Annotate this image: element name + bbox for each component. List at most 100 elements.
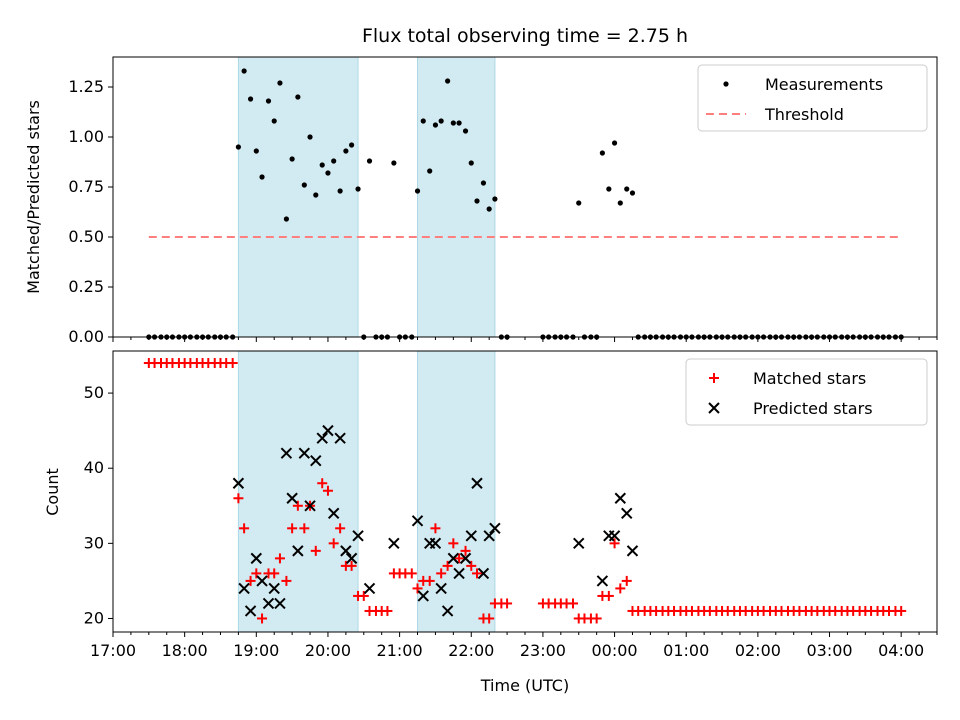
data-point: [629, 190, 636, 196]
x-tick-label: 23:00: [520, 641, 566, 660]
data-point: [250, 552, 263, 565]
data-point: [271, 118, 277, 124]
data-point: [346, 560, 357, 571]
x-tick-label: 00:00: [592, 641, 638, 660]
data-point: [319, 162, 325, 168]
y-tick-label: 0.75: [68, 177, 104, 196]
data-point: [442, 560, 453, 571]
data-point: [245, 575, 256, 586]
y-tick-label: 50: [84, 383, 104, 402]
data-point: [477, 567, 490, 580]
shaded-interval-1: [417, 350, 496, 633]
legend-marker: [709, 373, 719, 383]
data-point: [283, 216, 289, 222]
data-point: [310, 545, 321, 556]
bottom-panel-counts: 20 30 40 50 17:00 18:00 19:00 20:00 21:00 22:00 23…: [84, 350, 938, 660]
data-point: [388, 537, 400, 550]
data-point: [624, 186, 630, 192]
data-point: [603, 590, 614, 601]
y-tick-label: 0.25: [68, 277, 104, 296]
x-axis-label: Time (UTC): [480, 676, 569, 695]
y-tick-label: 0.00: [68, 327, 104, 346]
data-point: [591, 613, 602, 624]
data-point: [239, 523, 250, 534]
data-point: [286, 492, 298, 504]
y-tick-label: 20: [84, 608, 104, 627]
data-point: [611, 140, 618, 146]
data-point: [345, 552, 358, 565]
data-point: [420, 118, 426, 124]
data-point: [621, 507, 633, 519]
data-point: [412, 583, 423, 594]
data-point: [304, 500, 316, 512]
data-point: [337, 188, 343, 194]
data-point: [295, 94, 301, 100]
data-point: [235, 144, 241, 150]
data-point: [280, 447, 293, 459]
data-point: [233, 493, 244, 504]
data-point: [328, 538, 339, 549]
data-point: [411, 515, 424, 527]
data-point: [484, 613, 495, 624]
data-point: [352, 530, 364, 542]
data-point: [299, 523, 310, 534]
legend-box: [697, 64, 928, 132]
data-point: [614, 492, 627, 504]
data-point: [265, 98, 272, 104]
x-tick-label: 20:00: [305, 641, 351, 660]
data-point: [298, 447, 311, 459]
data-point: [608, 530, 621, 542]
data-point: [289, 156, 295, 162]
x-tick-label: 01:00: [663, 641, 709, 660]
data-point: [427, 168, 433, 174]
shaded-interval-0: [237, 56, 359, 338]
data-point: [424, 575, 435, 586]
data-point: [492, 196, 498, 202]
legend-label: Measurements: [765, 75, 883, 94]
data-point: [317, 478, 328, 489]
y-tick-label: 1.25: [68, 77, 104, 96]
data-point: [471, 568, 482, 579]
legend-marker: [708, 402, 720, 414]
data-point: [450, 120, 456, 126]
data-point: [335, 523, 346, 534]
x-tick-label: 03:00: [806, 641, 852, 660]
x-tick-label: 02:00: [735, 641, 781, 660]
data-point: [568, 598, 579, 609]
data-point: [268, 582, 280, 595]
x-tick-label: 18:00: [162, 641, 208, 660]
data-point: [621, 575, 632, 586]
legend: Matched stars Predicted stars: [685, 358, 928, 426]
data-point: [322, 424, 334, 437]
data-point: [313, 192, 319, 198]
data-point: [489, 522, 501, 535]
data-point: [599, 150, 605, 156]
data-point: [343, 148, 349, 154]
data-point: [445, 78, 451, 84]
data-point: [414, 188, 421, 194]
data-point: [626, 545, 639, 557]
y-axis-label-top: Matched/Predicted stars: [24, 100, 43, 294]
data-point: [465, 530, 477, 542]
data-point: [596, 575, 609, 587]
legend-label: Matched stars: [753, 369, 866, 388]
data-point: [576, 200, 582, 206]
data-point: [316, 432, 328, 444]
y-axis-label-bottom: Count: [43, 468, 62, 516]
data-point: [292, 545, 304, 557]
data-point: [382, 605, 393, 616]
data-point: [287, 523, 298, 534]
data-point: [609, 538, 620, 549]
data-point: [322, 485, 333, 496]
data-point: [406, 568, 417, 579]
data-point: [244, 605, 257, 617]
data-point: [435, 582, 447, 595]
data-point: [363, 582, 376, 595]
data-point: [462, 128, 469, 134]
legend-label: Threshold: [764, 105, 844, 124]
data-point: [247, 96, 254, 102]
data-point: [432, 122, 439, 128]
data-point: [251, 568, 262, 579]
data-point: [241, 68, 247, 74]
data-point: [274, 553, 285, 564]
